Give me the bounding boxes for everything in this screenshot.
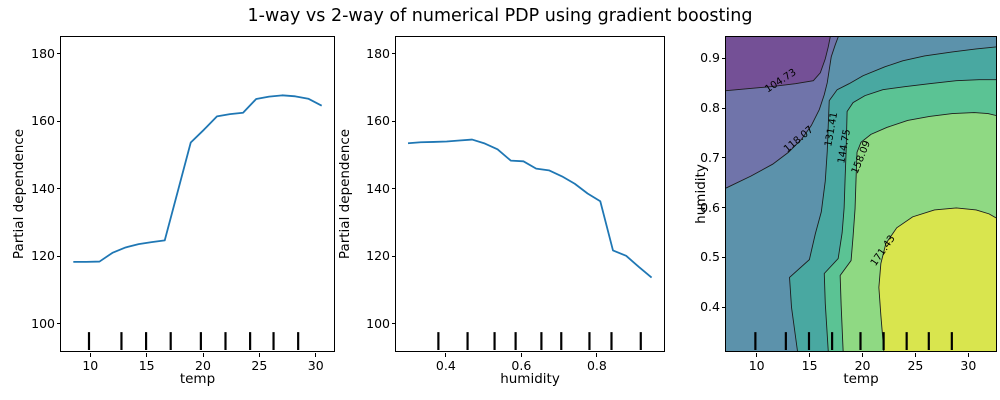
y-tick-label: 180 [366, 45, 390, 61]
contour-region-2 [726, 37, 831, 91]
contour-line-171.43 [878, 207, 997, 352]
y-tick-mark [391, 323, 395, 325]
xlabel-humidity: humidity [500, 371, 560, 387]
y-tick-label: 100 [31, 315, 55, 331]
x-tick-mark [914, 353, 916, 357]
x-tick-label: 30 [960, 358, 977, 373]
x-tick-mark [315, 353, 317, 357]
ylabel-partial-dependence-left: Partial dependence [11, 128, 27, 260]
y-tick-mark [56, 323, 60, 325]
y-tick-mark [391, 53, 395, 55]
y-tick-mark [721, 107, 725, 109]
x-tick-label: 0.8 [586, 358, 607, 373]
y-tick-mark [391, 255, 395, 257]
y-tick-label: 0.5 [700, 249, 720, 265]
x-tick-label: 25 [907, 358, 924, 373]
xlabel-temp-left: temp [179, 371, 216, 387]
y-tick-mark [721, 57, 725, 59]
pdp-line [407, 138, 653, 279]
x-tick-label: 25 [251, 358, 268, 373]
x-tick-mark [862, 353, 864, 357]
x-tick-label: 0.4 [435, 358, 456, 373]
contour-region-6 [878, 207, 996, 351]
x-tick-mark [146, 353, 148, 357]
contour-line-158.09 [839, 112, 997, 352]
x-tick-mark [596, 353, 598, 357]
axes-2way-contour: 104.73 118.07 131.41 144.75 158.09 171.43 10 15… [700, 36, 997, 373]
axes-1way-temp: 10 15 20 25 30 180 160 140 120 100 [31, 36, 335, 373]
y-tick-mark [56, 120, 60, 122]
contour-line-131.41 [789, 46, 997, 352]
y-tick-label: 160 [31, 113, 55, 129]
middle-plot-canvas [407, 138, 653, 351]
x-tick-mark [202, 353, 204, 357]
figure-title: 1-way vs 2-way of numerical PDP using gr… [247, 6, 753, 26]
contour-line-144.75 [823, 79, 996, 352]
y-tick-mark [721, 306, 725, 308]
pdp-line [73, 94, 323, 263]
x-tick-label: 30 [307, 358, 324, 373]
x-tick-mark [520, 353, 522, 357]
x-tick-label: 10 [82, 358, 99, 373]
x-tick-mark [89, 353, 91, 357]
y-tick-mark [391, 120, 395, 122]
y-tick-label: 160 [366, 113, 390, 129]
y-tick-label: 0.7 [700, 149, 720, 165]
y-tick-label: 140 [31, 180, 55, 196]
x-tick-label: 15 [138, 358, 155, 373]
ylabel-humidity: humidity [693, 164, 709, 224]
x-tick-mark [967, 353, 969, 357]
y-tick-label: 140 [366, 180, 390, 196]
y-tick-mark [56, 188, 60, 190]
x-tick-mark [258, 353, 260, 357]
y-tick-label: 100 [366, 315, 390, 331]
xlabel-temp-right: temp [843, 371, 879, 387]
x-tick-label: 20 [195, 358, 211, 373]
y-tick-label: 0.9 [700, 50, 720, 66]
y-tick-mark [721, 256, 725, 258]
y-tick-mark [391, 188, 395, 190]
left-plot-canvas [73, 94, 323, 351]
y-tick-label: 120 [366, 248, 390, 264]
y-tick-label: 0.4 [700, 299, 720, 315]
x-tick-label: 0.6 [511, 358, 532, 373]
axes-1way-humidity: 0.4 0.6 0.8 180 160 140 120 100 [366, 36, 665, 373]
ylabel-partial-dependence-middle: Partial dependence [337, 128, 353, 260]
contour-line-104.73 [725, 36, 831, 92]
y-tick-label: 120 [31, 248, 55, 264]
y-tick-mark [56, 255, 60, 257]
x-tick-mark [809, 353, 811, 357]
x-tick-label: 10 [748, 358, 765, 373]
x-tick-label: 15 [801, 358, 818, 373]
y-tick-mark [56, 53, 60, 55]
y-tick-label: 0.6 [700, 199, 720, 215]
y-tick-mark [721, 207, 725, 209]
contour-line-118.07 [725, 36, 839, 189]
x-tick-mark [756, 353, 758, 357]
x-tick-label: 20 [854, 358, 871, 373]
y-tick-label: 180 [31, 45, 55, 61]
x-tick-mark [445, 353, 447, 357]
y-tick-mark [721, 157, 725, 159]
y-tick-label: 0.8 [700, 100, 720, 116]
